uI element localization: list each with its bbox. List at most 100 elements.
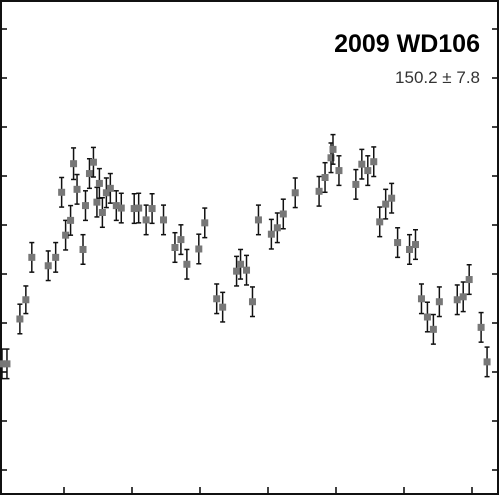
data-marker xyxy=(67,216,75,224)
data-point xyxy=(273,212,281,244)
data-point xyxy=(233,255,241,287)
data-point xyxy=(117,192,125,224)
data-marker xyxy=(28,253,36,261)
data-point xyxy=(370,146,378,178)
data-marker xyxy=(267,230,275,238)
data-point xyxy=(358,148,366,180)
data-point xyxy=(248,286,256,318)
data-point xyxy=(382,188,390,220)
data-point xyxy=(376,206,384,238)
data-marker xyxy=(98,208,106,216)
data-marker xyxy=(3,360,11,368)
data-marker xyxy=(376,218,384,226)
data-point xyxy=(315,175,323,207)
data-marker xyxy=(112,202,120,210)
data-marker xyxy=(417,295,425,303)
data-marker xyxy=(148,205,156,213)
data-marker xyxy=(315,187,323,195)
data-marker xyxy=(329,145,337,153)
data-marker xyxy=(160,216,168,224)
data-point xyxy=(130,193,138,225)
data-marker xyxy=(291,189,299,197)
data-point xyxy=(44,250,52,282)
data-marker xyxy=(142,216,150,224)
data-marker xyxy=(117,204,125,212)
data-point xyxy=(28,241,36,273)
data-point xyxy=(477,311,485,343)
data-marker xyxy=(364,167,372,175)
data-marker xyxy=(62,231,70,239)
data-marker xyxy=(171,244,179,251)
data-point xyxy=(148,193,156,225)
data-point xyxy=(406,233,414,266)
axis-ticks xyxy=(1,28,498,494)
data-marker xyxy=(89,158,97,166)
data-point xyxy=(243,254,251,286)
data-point xyxy=(93,186,101,218)
data-marker xyxy=(352,180,360,188)
data-point xyxy=(22,285,30,315)
chart-subtitle: 150.2 ± 7.8 xyxy=(395,68,480,87)
data-marker xyxy=(106,184,114,192)
data-point xyxy=(98,196,106,229)
data-point xyxy=(62,219,70,251)
data-point xyxy=(52,241,60,273)
data-point xyxy=(364,155,372,187)
data-marker xyxy=(327,154,335,162)
data-point xyxy=(423,301,431,333)
data-marker xyxy=(85,170,93,178)
data-marker xyxy=(0,360,6,368)
data-point xyxy=(411,229,419,261)
data-point xyxy=(81,190,89,222)
data-point xyxy=(142,204,150,236)
data-point xyxy=(394,227,402,259)
data-marker xyxy=(243,266,251,274)
data-marker xyxy=(465,276,473,284)
data-marker xyxy=(233,267,241,275)
data-point xyxy=(3,348,11,380)
data-marker xyxy=(73,185,81,193)
data-point xyxy=(429,313,437,345)
data-point xyxy=(219,291,227,323)
data-marker xyxy=(382,200,390,208)
data-marker xyxy=(358,160,366,168)
data-marker xyxy=(248,298,256,306)
data-marker xyxy=(394,239,402,247)
data-marker xyxy=(70,160,78,168)
data-point xyxy=(112,190,120,222)
data-marker xyxy=(237,260,245,268)
data-marker xyxy=(93,198,101,206)
data-point xyxy=(135,192,143,224)
data-marker xyxy=(79,245,87,253)
data-marker xyxy=(429,325,437,333)
chart-title: 2009 WD106 xyxy=(334,30,480,58)
data-points xyxy=(0,133,491,380)
data-marker xyxy=(213,295,221,303)
data-point xyxy=(213,283,221,315)
data-marker xyxy=(81,202,89,210)
data-point xyxy=(79,233,87,266)
data-marker xyxy=(411,241,419,249)
data-marker xyxy=(453,296,461,304)
data-point xyxy=(291,177,299,209)
data-marker xyxy=(135,204,143,212)
data-point xyxy=(352,168,360,200)
data-point xyxy=(89,146,97,178)
data-marker xyxy=(370,158,378,166)
data-marker xyxy=(102,189,110,197)
data-marker xyxy=(321,173,329,181)
data-marker xyxy=(459,293,467,301)
data-point xyxy=(279,198,287,230)
data-point xyxy=(321,161,329,194)
data-marker xyxy=(52,253,60,261)
data-point xyxy=(102,177,110,209)
data-point xyxy=(195,233,203,265)
data-point xyxy=(0,348,6,380)
data-marker xyxy=(483,358,491,366)
data-marker xyxy=(195,245,203,253)
data-point xyxy=(465,264,473,296)
data-marker xyxy=(130,205,138,213)
data-point xyxy=(335,155,343,187)
